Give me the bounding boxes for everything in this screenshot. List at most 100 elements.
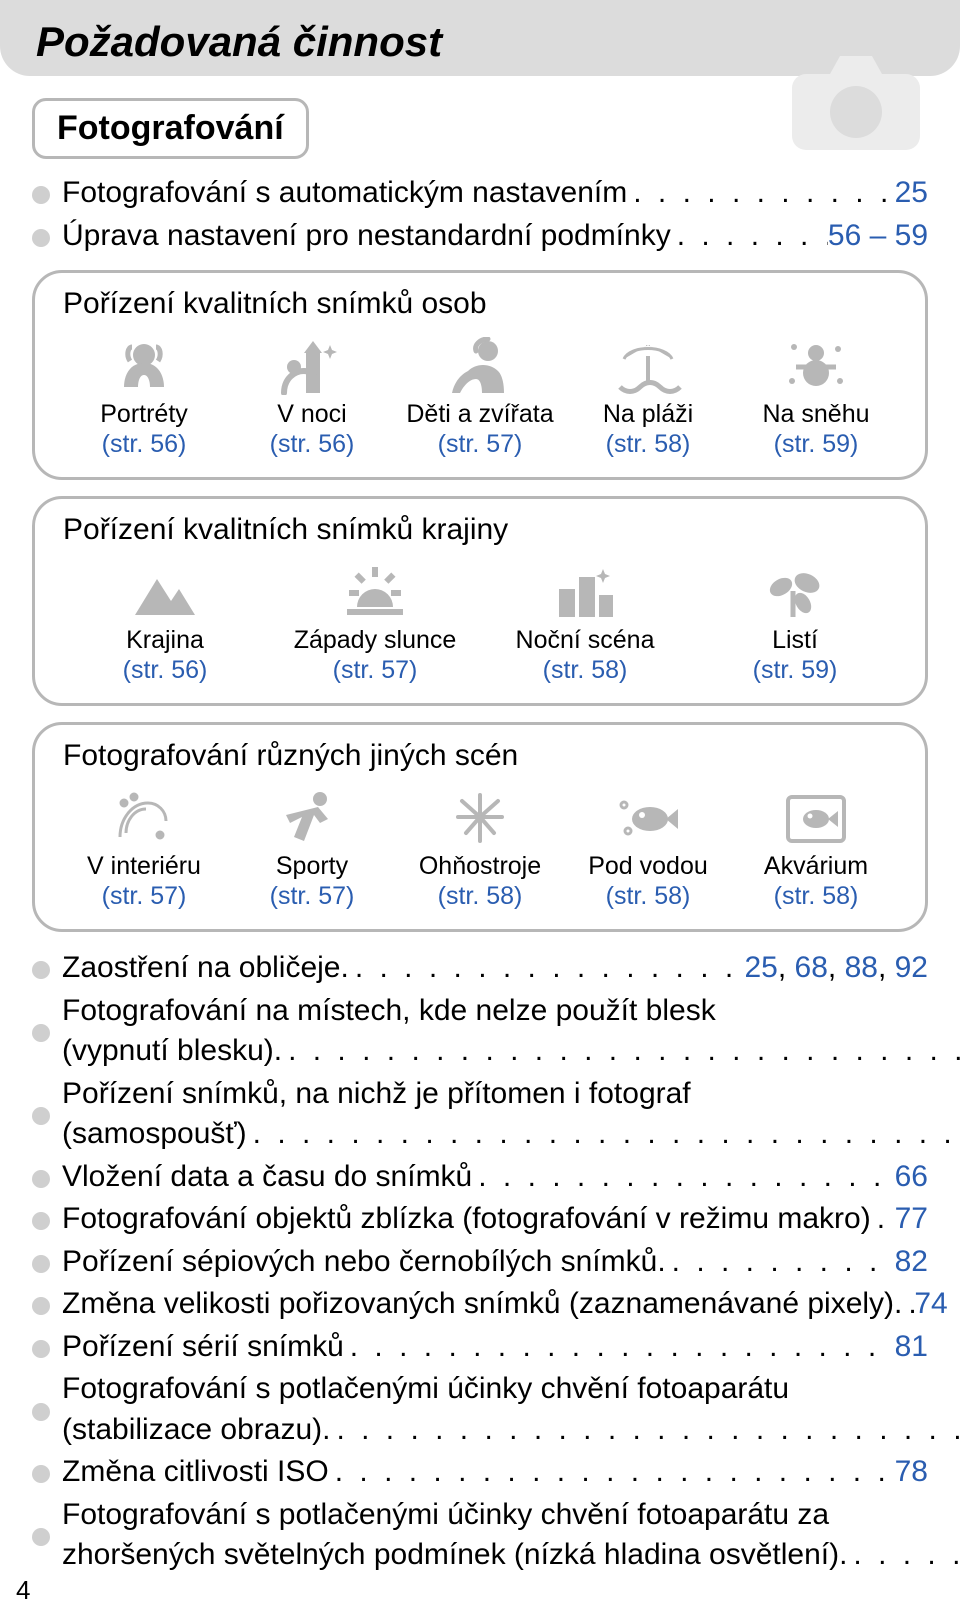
toc-row: Vložení data a času do snímků. . . . . .… <box>32 1157 928 1198</box>
icon-page: (str. 58) <box>567 881 729 911</box>
icon-page: (str. 57) <box>399 429 561 459</box>
icon-page: (str. 56) <box>63 655 267 685</box>
icon-cell: Pod vodou(str. 58) <box>567 789 729 911</box>
icon-page: (str. 58) <box>735 881 897 911</box>
icon-page: (str. 57) <box>231 881 393 911</box>
leader-dots: . . . . . . . . . . . . . . . . . . . . … <box>902 1284 914 1325</box>
toc-text: Změna citlivosti ISO <box>62 1452 329 1493</box>
snow-icon <box>782 337 850 395</box>
fireworks-icon <box>446 789 514 847</box>
leader-dots: . . . . . . . . . . . . . . . . . . . . … <box>330 1410 960 1451</box>
landscape-icon <box>131 563 199 621</box>
toc-text: Pořízení snímků, na nichž je přítomen i … <box>62 1074 960 1155</box>
icon-label: Krajina <box>63 625 267 655</box>
icon-label: Děti a zvířata <box>399 399 561 429</box>
sports-icon <box>278 789 346 847</box>
icon-cell: Krajina(str. 56) <box>63 563 267 685</box>
icon-cell: Portréty(str. 56) <box>63 337 225 459</box>
night-icon <box>278 337 346 395</box>
leader-dots: . . . . . . . . . . . . . . . . . . . . … <box>847 1535 960 1576</box>
icon-page: (str. 59) <box>735 429 897 459</box>
leader-dots: . . . . . . . . . . . . . . . . . . . . … <box>329 1452 895 1493</box>
leader-dots: . . . . . . . . . . . . . . . . . . . . … <box>282 1031 960 1072</box>
leader-dots: . . . . . . . . . . . . . . . . . . . . … <box>671 216 828 257</box>
icon-label: V interiéru <box>63 851 225 881</box>
leader-dots: . . . . . . . . . . . . . . . . . . . . … <box>344 1327 895 1368</box>
panel: Fotografování různých jiných scén V inter… <box>32 722 928 932</box>
leader-dots: . . . . . . . . . . . . . . . . . . . . … <box>349 948 745 989</box>
bullet-icon <box>32 1107 50 1125</box>
toc-page: 56 – 59 <box>828 216 928 257</box>
bullet-icon <box>32 1212 50 1230</box>
toc-row: Fotografování s potlačenými účinky chvěn… <box>32 1495 928 1576</box>
icon-row: Portréty(str. 56)V noci(str. 56)Děti a z… <box>63 337 897 459</box>
icon-page: (str. 58) <box>567 429 729 459</box>
icon-page: (str. 57) <box>63 881 225 911</box>
toc-row: Změna velikosti pořizovaných snímků (zaz… <box>32 1284 928 1325</box>
toc-row: Fotografování objektů zblízka (fotografo… <box>32 1199 928 1240</box>
icon-cell: Na sněhu(str. 59) <box>735 337 897 459</box>
toc-page: 77 <box>895 1199 928 1240</box>
bullet-icon <box>32 1465 50 1483</box>
toc-text: Pořízení sérií snímků <box>62 1327 344 1368</box>
toc-row: Fotografování na místech, kde nelze použ… <box>32 991 928 1072</box>
icon-page: (str. 58) <box>483 655 687 685</box>
leader-dots: . . . . . . . . . . . . . . . . . . . . … <box>627 173 894 214</box>
toc-text: Změna velikosti pořizovaných snímků (zaz… <box>62 1284 902 1325</box>
icon-cell: Noční scéna(str. 58) <box>483 563 687 685</box>
toc-page: 82 <box>895 1242 928 1283</box>
toc-page: 66 <box>895 1157 928 1198</box>
panel-title: Pořízení kvalitních snímků krajiny <box>63 513 897 547</box>
icon-label: Na pláži <box>567 399 729 429</box>
portrait-icon <box>110 337 178 395</box>
bullet-icon <box>32 229 50 247</box>
toc-page: 81 <box>895 1327 928 1368</box>
icon-label: V noci <box>231 399 393 429</box>
toc-text: Fotografování s potlačenými účinky chvěn… <box>62 1495 960 1576</box>
icon-label: Listí <box>693 625 897 655</box>
toc-page: 25, 68, 88, 92 <box>744 948 928 989</box>
foliage-icon <box>761 563 829 621</box>
panel: Pořízení kvalitních snímků osobPortréty(… <box>32 270 928 480</box>
kids-icon <box>446 337 514 395</box>
camera-icon <box>786 50 926 155</box>
toc-text: Fotografování s automatickým nastavením <box>62 173 627 214</box>
toc-text: Fotografování na místech, kde nelze použ… <box>62 991 960 1072</box>
toc-row: Pořízení sépiových nebo černobílých sním… <box>32 1242 928 1283</box>
toc-text: Fotografování objektů zblízka (fotografo… <box>62 1199 871 1240</box>
bullet-icon <box>32 186 50 204</box>
section-label: Fotografování <box>32 98 309 159</box>
panel-title: Pořízení kvalitních snímků osob <box>63 287 897 321</box>
bullet-icon <box>32 1403 50 1421</box>
toc-page: 78 <box>895 1452 928 1493</box>
icon-page: (str. 56) <box>231 429 393 459</box>
bullet-icon <box>32 1024 50 1042</box>
icon-page: (str. 58) <box>399 881 561 911</box>
panel: Pořízení kvalitních snímků krajiny Krajin… <box>32 496 928 706</box>
toc-row: Zaostření na obličeje.. . . . . . . . . … <box>32 948 928 989</box>
icon-cell: Na pláži(str. 58) <box>567 337 729 459</box>
header-band: Požadovaná činnost <box>0 0 960 76</box>
icon-cell: Sporty(str. 57) <box>231 789 393 911</box>
bullet-icon <box>32 1170 50 1188</box>
panel-title: Fotografování různých jiných scén <box>63 739 897 773</box>
toc-row: Fotografování s automatickým nastavením.… <box>32 173 928 214</box>
toc-row: Pořízení snímků, na nichž je přítomen i … <box>32 1074 928 1155</box>
toc-text: Úprava nastavení pro nestandardní podmín… <box>62 216 671 257</box>
icon-row: Krajina(str. 56)Západy slunce(str. 57)No… <box>63 563 897 685</box>
icon-label: Sporty <box>231 851 393 881</box>
toc-text: Pořízení sépiových nebo černobílých sním… <box>62 1242 666 1283</box>
toc-row: Úprava nastavení pro nestandardní podmín… <box>32 216 928 257</box>
toc-row: Fotografování s potlačenými účinky chvěn… <box>32 1369 928 1450</box>
icon-page: (str. 56) <box>63 429 225 459</box>
toc-row: Změna citlivosti ISO. . . . . . . . . . … <box>32 1452 928 1493</box>
bullet-icon <box>32 1528 50 1546</box>
icon-cell: Západy slunce(str. 57) <box>273 563 477 685</box>
icon-page: (str. 59) <box>693 655 897 685</box>
icon-cell: V noci(str. 56) <box>231 337 393 459</box>
bullet-icon <box>32 1297 50 1315</box>
icon-cell: Děti a zvířata(str. 57) <box>399 337 561 459</box>
toc-row: Pořízení sérií snímků. . . . . . . . . .… <box>32 1327 928 1368</box>
icon-label: Portréty <box>63 399 225 429</box>
bullet-icon <box>32 1340 50 1358</box>
